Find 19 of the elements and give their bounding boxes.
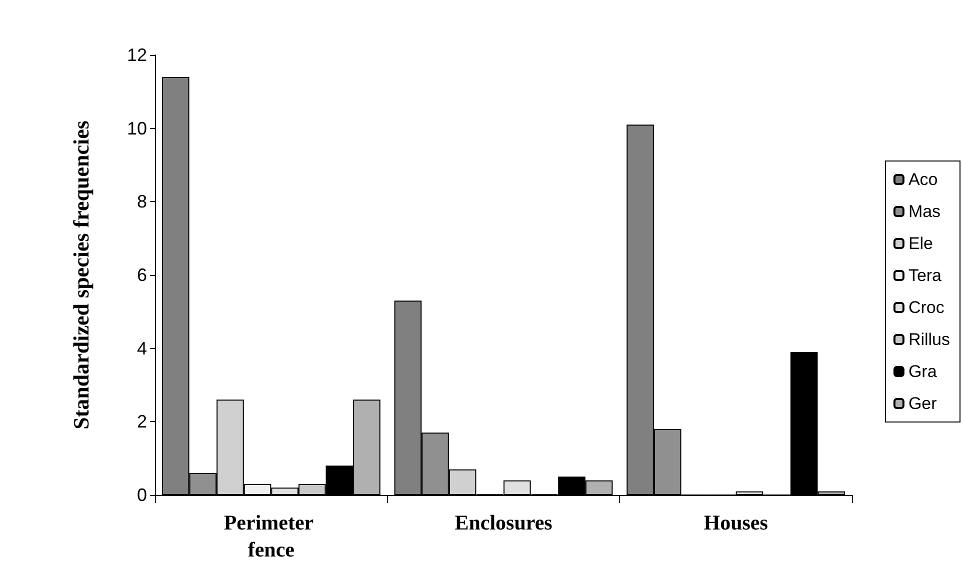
x-tick-label: Houses — [704, 510, 768, 534]
y-tick-label: 8 — [136, 192, 147, 212]
x-tick-label: Enclosures — [454, 510, 552, 534]
y-tick-label: 2 — [136, 412, 147, 432]
x-tick-label: Perimeter fence — [224, 510, 318, 562]
y-tick-label: 6 — [136, 265, 147, 285]
legend-label: Croc — [908, 298, 945, 317]
y-tick-label: 10 — [126, 118, 147, 138]
y-tick-label: 12 — [126, 45, 147, 65]
legend-label: Rillus — [908, 330, 950, 349]
y-axis-title: Standardized species frequencies — [68, 120, 94, 430]
legend-label: Aco — [908, 170, 938, 189]
y-tick-label: 0 — [136, 485, 147, 505]
y-tick-label: 4 — [136, 338, 147, 358]
legend-label: Gra — [908, 362, 938, 381]
legend-label: Tera — [908, 266, 942, 285]
legend-label: Ger — [908, 394, 938, 413]
legend-label: Mas — [908, 202, 941, 221]
legend-label: Ele — [908, 234, 934, 253]
